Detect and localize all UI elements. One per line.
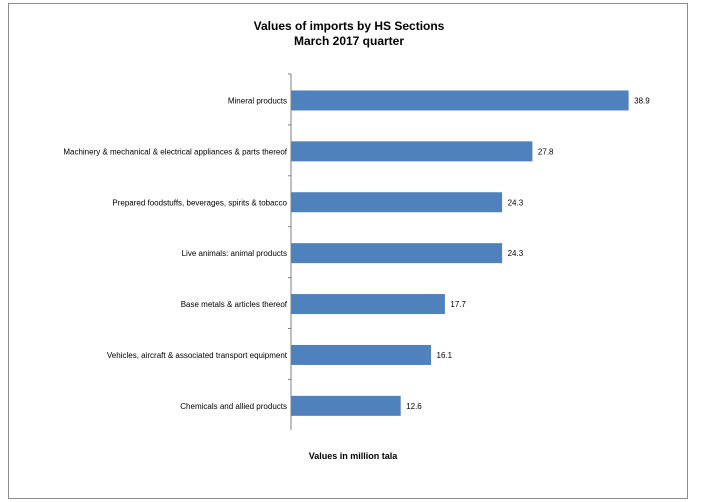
category-label: Prepared foodstuffs, beverages, spirits … — [112, 198, 287, 207]
chart-title: Values of imports by HS Sections — [253, 19, 445, 33]
category-label: Live animals: animal products — [182, 249, 287, 258]
data-label: 38.9 — [634, 96, 650, 105]
data-label: 12.6 — [406, 402, 422, 411]
bar — [291, 294, 445, 315]
data-label: 16.1 — [437, 351, 453, 360]
chart-subtitle: March 2017 quarter — [293, 34, 405, 48]
category-label: Base metals & articles thereof — [181, 300, 288, 309]
bar — [291, 243, 503, 264]
category-label: Chemicals and allied products — [180, 402, 287, 411]
category-label: Mineral products — [228, 96, 287, 105]
bar-chart: Mineral products 38.9 Machinery & mechanic… — [63, 73, 650, 461]
bar — [291, 90, 629, 111]
data-label: 24.3 — [508, 198, 524, 207]
category-label: Vehicles, aircraft & associated transpor… — [107, 351, 288, 360]
bar — [291, 395, 401, 416]
data-label: 27.8 — [538, 147, 554, 156]
bar — [291, 141, 533, 162]
bar — [291, 192, 503, 213]
bar — [291, 344, 432, 365]
data-label: 17.7 — [450, 300, 466, 309]
bars-group: Mineral products 38.9 Machinery & mechanic… — [63, 73, 650, 416]
category-label: Machinery & mechanical & electrical appl… — [63, 147, 287, 156]
data-label: 24.3 — [508, 249, 524, 258]
chart-frame: Values of imports by HS Sections March 2… — [8, 3, 688, 499]
chart-title-block: Values of imports by HS Sections March 2… — [9, 19, 689, 49]
x-axis-title: Values in million tala — [309, 451, 399, 461]
